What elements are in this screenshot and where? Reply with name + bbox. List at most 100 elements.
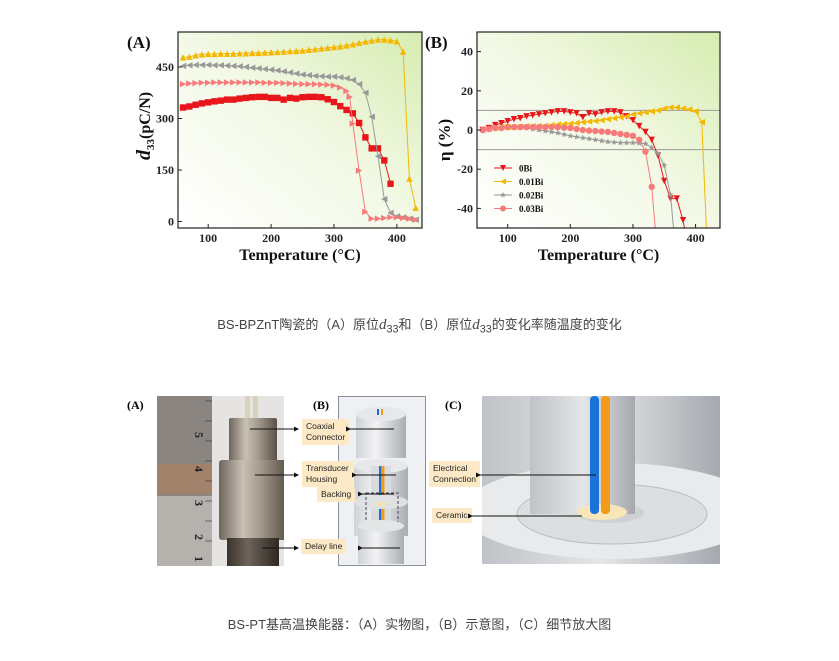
data-point (479, 126, 486, 134)
data-point (198, 100, 206, 107)
data-point (349, 41, 357, 48)
data-point (529, 123, 536, 131)
plot-frame (177, 31, 423, 229)
series-group (479, 104, 707, 228)
data-point (673, 104, 680, 111)
data-point (343, 87, 350, 95)
data-point (387, 209, 394, 217)
data-point (261, 93, 268, 101)
y-tick-label: -20 (457, 162, 473, 176)
data-point (362, 208, 369, 216)
y-axis-unit: (pC/N) (137, 92, 154, 139)
data-point (236, 95, 243, 102)
data-point (324, 81, 331, 89)
data-point (261, 79, 268, 87)
data-point (500, 178, 506, 185)
y-tick-label: 150 (156, 163, 174, 177)
data-point (293, 70, 300, 77)
data-point (374, 145, 382, 152)
data-point (399, 214, 407, 222)
data-point (311, 93, 319, 101)
data-point (286, 94, 294, 102)
data-point (346, 93, 353, 101)
data-point (249, 79, 256, 86)
label-line: Electrical (433, 463, 468, 473)
data-point (261, 65, 268, 73)
data-point (249, 49, 256, 57)
data-point (192, 61, 199, 69)
data-point (255, 79, 262, 86)
data-point (242, 79, 250, 86)
data-point (655, 150, 661, 157)
data-point (299, 80, 306, 88)
data-point (249, 64, 256, 71)
data-point (381, 214, 388, 222)
legend-label: 0.03Bi (519, 204, 544, 214)
data-point (249, 94, 256, 101)
data-point (280, 96, 287, 103)
data-point (362, 89, 369, 96)
data-point (504, 117, 511, 125)
data-point (217, 62, 224, 69)
x-axis-label: Temperature (°C) (239, 247, 360, 264)
data-point (355, 80, 363, 88)
data-point (337, 84, 344, 91)
caption-text: BS-BPZnT陶瓷的（A）原位 (217, 317, 379, 332)
data-point (586, 135, 593, 142)
data-point (387, 37, 394, 44)
data-point (204, 99, 212, 106)
data-point (629, 117, 637, 124)
data-point (198, 61, 206, 69)
data-point (198, 79, 206, 87)
x-tick-label: 300 (325, 231, 343, 245)
data-point (274, 48, 281, 56)
data-point (349, 120, 357, 127)
data-point (179, 104, 187, 111)
data-point (186, 62, 193, 69)
data-point (598, 137, 605, 144)
data-point (211, 79, 218, 86)
legend-label: 0.01Bi (519, 177, 544, 187)
y-tick-label: 300 (156, 112, 174, 126)
data-point (179, 80, 187, 88)
label-line: Connection (433, 474, 477, 484)
chart-b: 100 200 300 400 -40 -20 0 20 40 Temperature (°C) (… (425, 31, 721, 264)
data-point (217, 79, 224, 86)
caption-text: 的变化率随温度的变化 (491, 317, 622, 332)
data-point (567, 132, 574, 139)
data-point (567, 120, 574, 127)
data-point (610, 129, 618, 137)
data-point (642, 109, 649, 116)
caption-figure-1: BS-BPZnT陶瓷的（A）原位d33和（B）原位d33的变化率随温度的变化 (0, 314, 839, 336)
data-point (374, 215, 382, 222)
data-point (305, 72, 313, 79)
x-tick-label: 200 (262, 231, 280, 245)
data-point (554, 108, 561, 115)
data-point (686, 106, 693, 113)
data-point (412, 216, 419, 223)
data-point (242, 63, 250, 71)
label-line: Transducer (306, 463, 349, 473)
data-point (692, 108, 699, 115)
data-point (498, 119, 505, 127)
caption-subscript: 33 (386, 323, 399, 336)
data-point (667, 104, 674, 111)
data-point (573, 125, 580, 133)
y-axis-label: d33(pC/N) (133, 92, 157, 160)
legend: 0Bi 0.01Bi 0.02Bi 0.03Bi (494, 164, 544, 214)
data-point (604, 108, 612, 115)
data-point (406, 215, 413, 222)
data-point (393, 38, 401, 45)
data-point (498, 124, 505, 132)
data-point (554, 129, 561, 136)
data-point (311, 72, 319, 80)
data-point (491, 124, 499, 132)
data-point (610, 115, 618, 122)
data-point (255, 49, 262, 57)
data-point (387, 214, 394, 221)
data-point (648, 144, 655, 151)
ruler-number: 3 (192, 500, 206, 506)
data-point (230, 50, 237, 57)
data-point (343, 106, 350, 114)
data-point (242, 50, 250, 57)
